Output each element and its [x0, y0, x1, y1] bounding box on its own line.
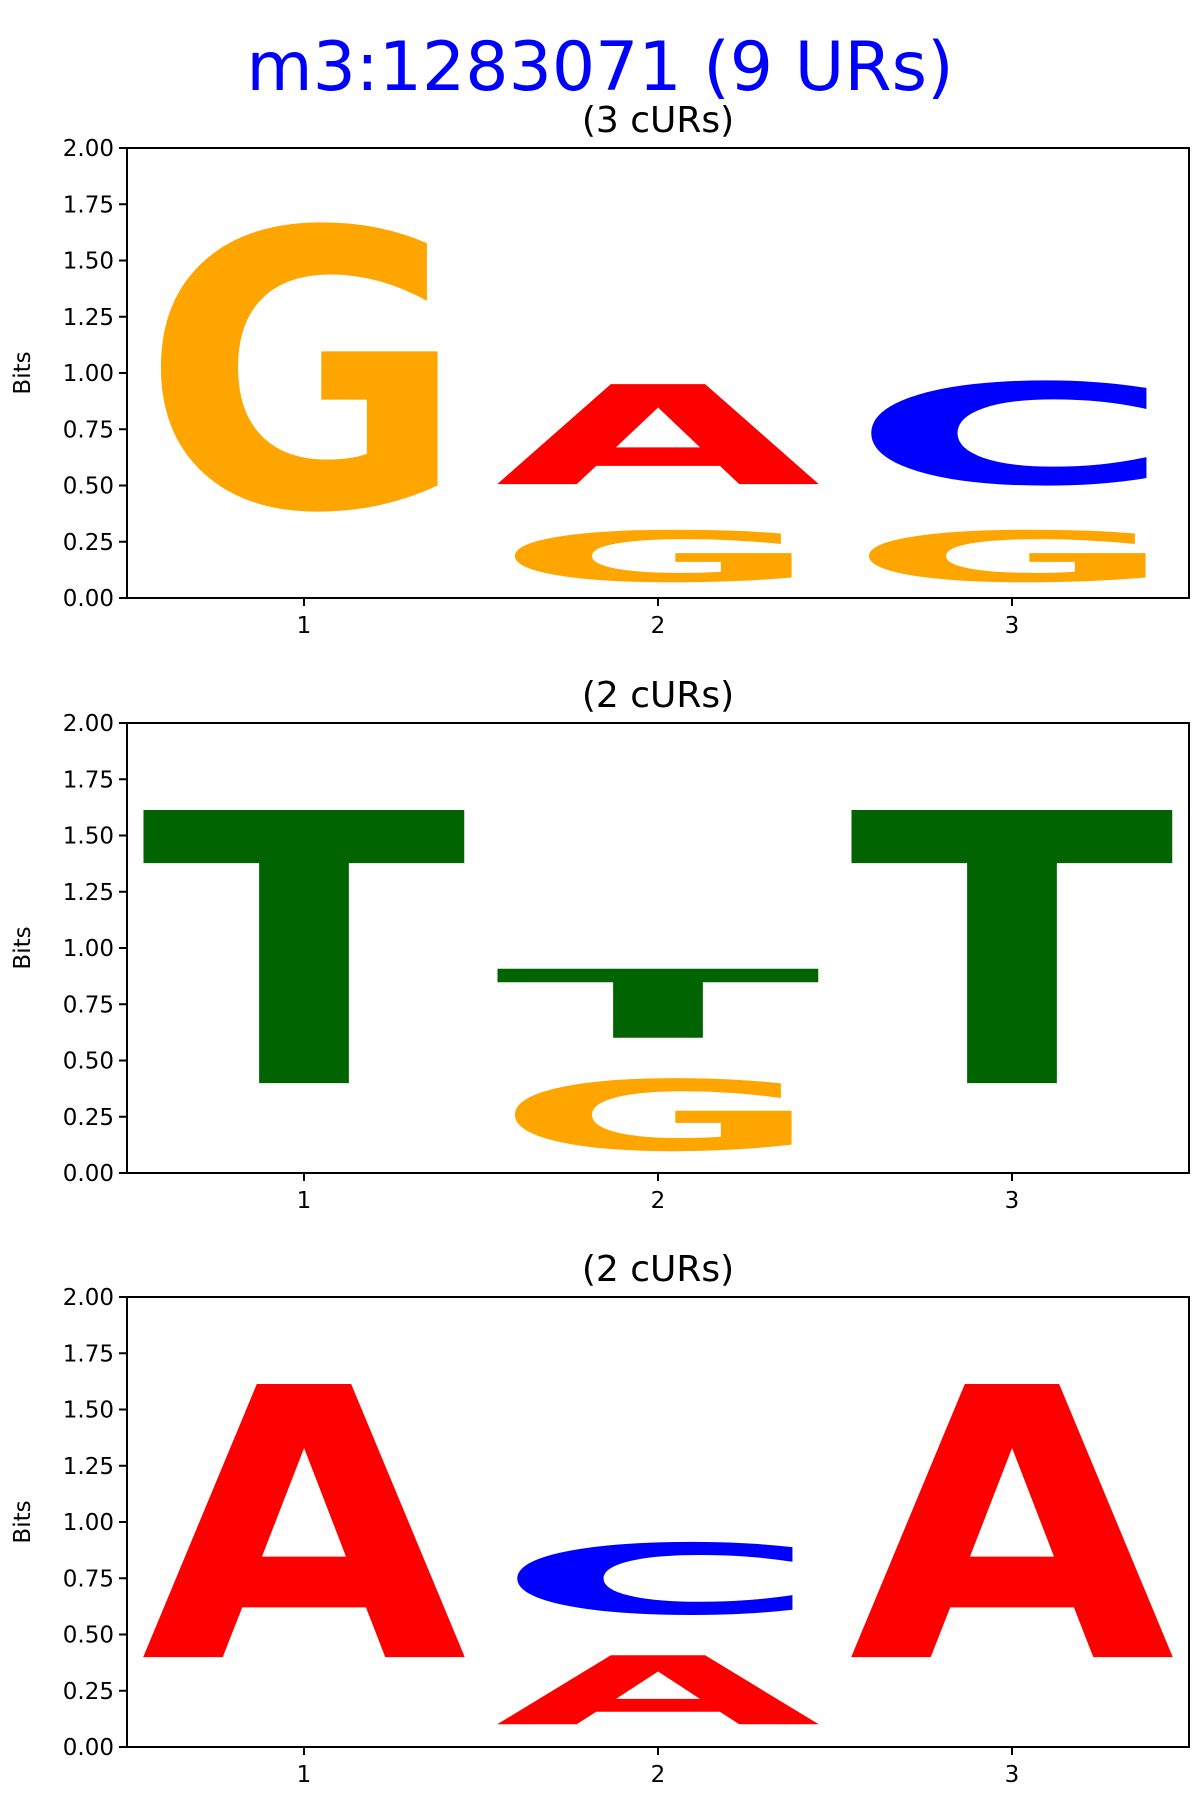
panel-title: (2 cURs)	[582, 675, 734, 716]
y-tick-label: 0.00	[63, 1735, 114, 1761]
logo-panel-3: (2 cURs) Bits A AC A 0.00 0.25 0.50 0.75 1.00 1.25…	[10, 1249, 1190, 1788]
y-tick-label: 1.50	[63, 1398, 114, 1424]
y-tick-label: 1.00	[63, 361, 114, 387]
y-axis-label: Bits	[10, 926, 36, 969]
logo-panel-1: (3 cURs)Bits G GAGC0.000.250.500.751.001.2…	[10, 100, 1190, 639]
panel-title: (2 cURs)	[582, 1249, 734, 1290]
y-tick-label: 1.25	[63, 1454, 114, 1480]
y-tick-label: 1.75	[63, 767, 114, 793]
logo-letter-a: A	[141, 1309, 470, 1745]
logo-letter-c: C	[849, 355, 1175, 517]
logo-letter-g: G	[849, 517, 1175, 598]
x-tick-label: 2	[651, 1188, 666, 1214]
y-tick-label: 0.00	[63, 586, 114, 612]
logo-letter-g: G	[141, 151, 467, 597]
y-tick-label: 0.00	[63, 1161, 114, 1187]
y-tick-label: 1.25	[63, 880, 114, 906]
y-tick-label: 0.50	[63, 1623, 114, 1649]
x-tick-label: 3	[1005, 1188, 1020, 1214]
y-tick-label: 2.00	[63, 711, 114, 737]
y-tick-label: 2.00	[63, 136, 114, 162]
y-tick-label: 1.75	[63, 192, 114, 218]
logo-letter-c: C	[495, 1524, 821, 1636]
x-tick-label: 1	[297, 613, 312, 639]
y-tick-label: 0.50	[63, 1049, 114, 1075]
panel-title: (3 cURs)	[582, 100, 734, 141]
x-tick-label: 2	[651, 613, 666, 639]
y-tick-label: 1.50	[63, 824, 114, 850]
y-tick-label: 1.00	[63, 936, 114, 962]
logo-letter-a: A	[495, 357, 824, 516]
y-tick-label: 1.00	[63, 1510, 114, 1536]
y-tick-label: 1.50	[63, 249, 114, 275]
logo-letter-a: A	[495, 1636, 824, 1746]
y-tick-label: 1.75	[63, 1341, 114, 1367]
y-tick-label: 0.25	[63, 1105, 114, 1131]
y-tick-label: 0.75	[63, 1566, 114, 1592]
logo-letter-t: T	[495, 950, 823, 1060]
y-axis-label: Bits	[10, 351, 36, 394]
y-tick-label: 0.50	[63, 474, 114, 500]
logo-letter-t: T	[141, 736, 469, 1172]
x-tick-label: 2	[651, 1762, 666, 1788]
logo-letter-g: G	[495, 1061, 821, 1173]
y-tick-label: 0.75	[63, 417, 114, 443]
y-tick-label: 0.75	[63, 992, 114, 1018]
y-tick-label: 0.25	[63, 1679, 114, 1705]
x-tick-label: 3	[1005, 613, 1020, 639]
x-tick-label: 1	[297, 1188, 312, 1214]
y-tick-label: 0.25	[63, 530, 114, 556]
x-tick-label: 1	[297, 1762, 312, 1788]
logo-letter-a: A	[849, 1309, 1178, 1745]
logo-panel-2: (2 cURs) Bits T GT T 0.00 0.25 0.50 0.75 1.00 1.25…	[10, 675, 1190, 1214]
y-axis-label: Bits	[10, 1500, 36, 1543]
y-tick-label: 1.25	[63, 305, 114, 331]
logo-letter-t: T	[849, 736, 1177, 1172]
panels: (3 cURs)Bits G GAGC0.000.250.500.751.001.2…	[10, 100, 1190, 1788]
y-tick-label: 2.00	[63, 1285, 114, 1311]
logo-letter-g: G	[495, 517, 821, 598]
x-tick-label: 3	[1005, 1762, 1020, 1788]
figure-title: m3:1283071 (9 URs)	[246, 28, 953, 107]
